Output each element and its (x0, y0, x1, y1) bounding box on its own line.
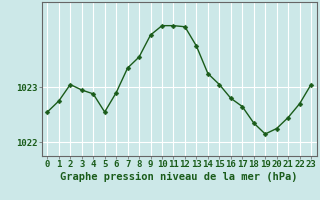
X-axis label: Graphe pression niveau de la mer (hPa): Graphe pression niveau de la mer (hPa) (60, 172, 298, 182)
